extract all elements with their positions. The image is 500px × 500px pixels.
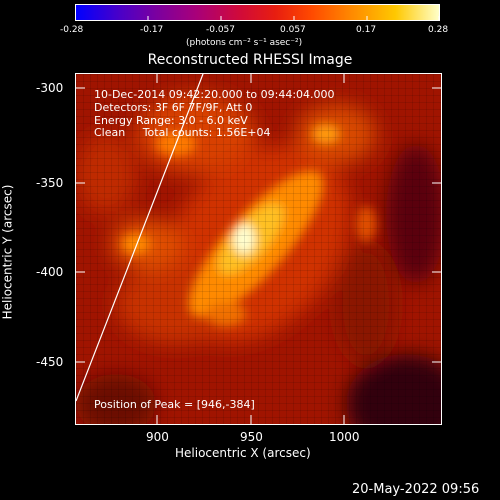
colorbar-tick-label: -0.17 [140, 25, 164, 35]
footer-timestamp: 20-May-2022 09:56 [352, 482, 480, 497]
peak-position-text: Position of Peak = [946,-384] [94, 398, 255, 411]
y-tick-label: -450 [36, 355, 64, 369]
colorbar-tick-label: -0.28 [60, 25, 84, 35]
solar-limb-line [76, 74, 204, 402]
rhessi-image-panel [75, 73, 442, 425]
colorbar-tick-label: 0.28 [428, 25, 449, 35]
rhessi-image [76, 74, 441, 424]
colorbar-tick-label: -0.057 [206, 25, 236, 35]
colorbar-ticks [75, 16, 440, 21]
colorbar [75, 4, 440, 21]
colorbar-tick-label: 0.17 [356, 25, 377, 35]
x-tick-label: 1000 [329, 430, 360, 444]
plot-title: Reconstructed RHESSI Image [147, 52, 353, 68]
axis-ticks [75, 73, 442, 425]
y-tick-label: -350 [36, 176, 64, 190]
x-axis-label: Heliocentric X (arcsec) [175, 446, 311, 460]
x-tick-label: 900 [146, 430, 169, 444]
x-tick-label: 950 [240, 430, 263, 444]
y-tick-label: -400 [36, 265, 64, 279]
energy-range-text: Energy Range: 3.0 - 6.0 keV [94, 114, 248, 127]
detectors-text: Detectors: 3F 6F 7F/9F, Att 0 [94, 101, 253, 114]
colorbar-units: (photons cm⁻² s⁻¹ asec⁻²) [186, 38, 303, 48]
clean-counts-text: Clean Total counts: 1.56E+04 [94, 126, 271, 139]
y-tick-label: -300 [36, 81, 64, 95]
colorbar-tick-label: 0.057 [280, 25, 306, 35]
time-range-text: 10-Dec-2014 09:42:20.000 to 09:44:04.000 [94, 88, 335, 101]
y-axis-label: Heliocentric Y (arcsec) [0, 184, 15, 320]
